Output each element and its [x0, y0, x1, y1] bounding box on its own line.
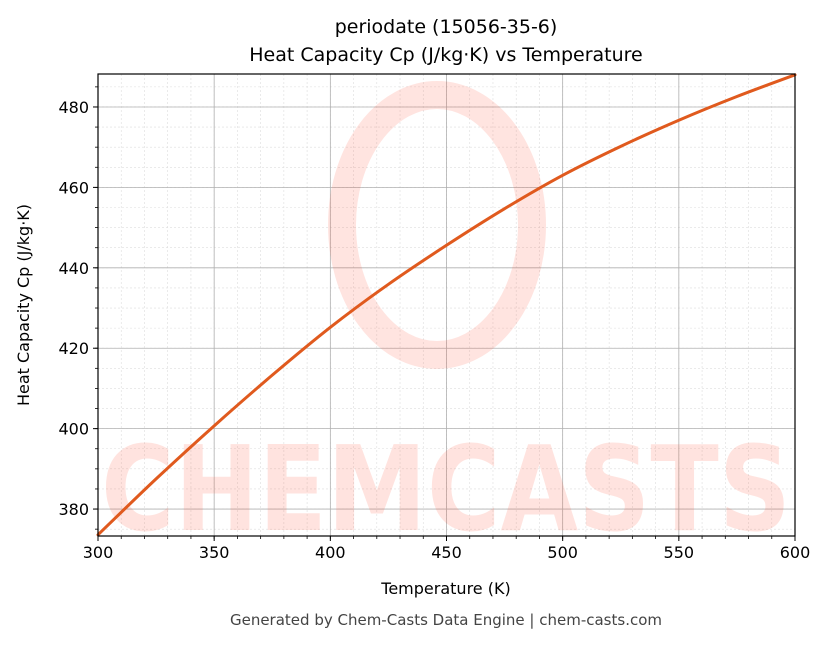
x-axis-label: Temperature (K) [380, 579, 510, 598]
y-tick-label: 380 [58, 500, 89, 519]
grid [97, 74, 796, 536]
y-tick-label: 400 [58, 420, 89, 439]
ticks: 300 350 400 450 500 550 600 380 400 420 440 460 480 [58, 86, 811, 562]
x-tick-label: 350 [199, 543, 230, 562]
watermark-logo-icon [328, 81, 546, 369]
chart-subtitle: Heat Capacity Cp (J/kg·K) vs Temperature [249, 44, 643, 66]
chart-title: periodate (15056-35-6) [335, 16, 558, 38]
x-tick-label: 500 [547, 543, 578, 562]
footer-text: Generated by Chem-Casts Data Engine | ch… [230, 611, 662, 629]
series-line [96, 73, 797, 537]
watermark-text: CHEMCASTS [101, 420, 791, 558]
y-tick-label: 420 [58, 339, 89, 358]
x-tick-label: 450 [431, 543, 462, 562]
watermark: CHEMCASTS [101, 81, 791, 558]
series-layer [96, 73, 797, 537]
x-tick-label: 400 [315, 543, 346, 562]
y-tick-label: 440 [58, 259, 89, 278]
x-tick-label: 550 [664, 543, 695, 562]
y-axis-label: Heat Capacity Cp (J/kg·K) [14, 204, 33, 406]
x-tick-label: 600 [780, 543, 811, 562]
y-tick-label: 460 [58, 178, 89, 197]
y-tick-label: 480 [58, 98, 89, 117]
x-tick-label: 300 [83, 543, 114, 562]
